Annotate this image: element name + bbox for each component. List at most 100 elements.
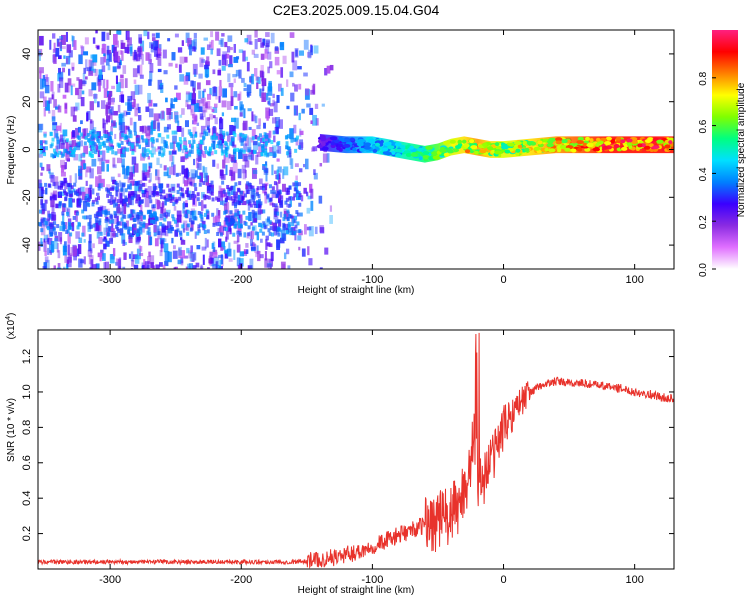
spectrogram-cell bbox=[262, 38, 266, 46]
spectrogram-cell bbox=[121, 188, 125, 197]
spectrogram-cell bbox=[139, 221, 143, 226]
spectrogram-cell bbox=[50, 192, 56, 196]
spectrogram-cell bbox=[62, 244, 67, 253]
spectrogram-cell bbox=[218, 190, 224, 202]
snr-frame bbox=[37, 329, 675, 570]
x-tick: -300 bbox=[99, 30, 121, 286]
spectrogram-cell bbox=[76, 211, 80, 216]
spectrogram-cell bbox=[203, 37, 208, 41]
spectrogram-cell bbox=[126, 147, 130, 152]
spectrogram-cell bbox=[126, 139, 130, 145]
spectrogram-cell bbox=[179, 230, 183, 235]
spectrogram-cell bbox=[225, 131, 229, 136]
spectrogram-cell bbox=[43, 133, 47, 138]
spectrogram-cell bbox=[260, 224, 264, 229]
spectrogram-cell bbox=[141, 224, 145, 229]
ridge-cell bbox=[595, 142, 600, 147]
spectrogram-cell bbox=[104, 130, 109, 139]
spectrogram-cell bbox=[92, 146, 96, 151]
spectrogram-cell bbox=[106, 189, 110, 194]
ridge-cell bbox=[668, 140, 673, 145]
spectrogram-cell bbox=[157, 177, 161, 184]
spectrogram-cell bbox=[137, 65, 140, 74]
spectrogram-cell bbox=[221, 100, 227, 108]
spectrogram-cell bbox=[246, 249, 249, 254]
spectrogram-cell bbox=[141, 182, 145, 187]
spectrogram-cell bbox=[159, 222, 163, 227]
spectrogram-cell bbox=[287, 228, 291, 233]
spectrogram-cell bbox=[164, 211, 168, 218]
spectrogram-cell bbox=[289, 71, 294, 78]
spectrogram-cell bbox=[69, 232, 73, 237]
spectrogram-cell bbox=[75, 102, 80, 111]
spectrogram-cell bbox=[180, 260, 184, 266]
spectrogram-cell bbox=[67, 83, 71, 93]
spectrogram-cell bbox=[275, 228, 279, 233]
spectrogram-cell bbox=[232, 232, 236, 237]
spectrogram-cell bbox=[276, 149, 280, 153]
spectrogram-cell bbox=[310, 120, 313, 125]
spectrogram-cell bbox=[282, 233, 287, 241]
spectrogram-cell bbox=[133, 223, 137, 234]
ridge-cell bbox=[399, 144, 406, 149]
spectrogram-cell bbox=[152, 186, 156, 191]
spectrogram-cell bbox=[321, 103, 325, 107]
spectrogram-cell bbox=[285, 197, 289, 202]
spectrogram-cell bbox=[171, 214, 175, 219]
spectrogram-cell bbox=[52, 227, 56, 232]
spectrogram-cell bbox=[289, 32, 295, 38]
spectrogram-cell bbox=[68, 68, 71, 76]
spectrogram-cell bbox=[219, 259, 222, 265]
spectrogram-cell bbox=[233, 240, 239, 244]
y-tick: 1.2 bbox=[21, 349, 674, 364]
spectrogram-cell bbox=[169, 198, 173, 203]
spectrogram-cell bbox=[212, 159, 216, 167]
spectrogram-cell bbox=[114, 50, 120, 61]
x-tick-label: 0 bbox=[500, 574, 506, 586]
colorbar-label: Normalized spectral amplitude bbox=[736, 82, 747, 217]
spectrogram-cell bbox=[298, 228, 302, 233]
spectrogram-cell bbox=[240, 138, 244, 143]
spectrogram-cell bbox=[122, 266, 126, 269]
spectrogram-cell bbox=[180, 250, 185, 259]
spectrogram-cell bbox=[203, 131, 207, 136]
spectrogram-cell bbox=[295, 135, 299, 140]
spectrogram-cell bbox=[187, 193, 191, 198]
spectrogram-cell bbox=[62, 139, 65, 145]
spectrogram-cell bbox=[199, 211, 203, 216]
spectrogram-cell bbox=[66, 44, 72, 53]
spectrogram-cell bbox=[167, 124, 171, 130]
spectrogram-cell bbox=[122, 165, 125, 175]
spectrogram-cell bbox=[215, 95, 218, 100]
spectrogram-cell bbox=[306, 207, 311, 214]
spectrogram-cell bbox=[140, 210, 143, 222]
spectrogram-cell bbox=[117, 55, 120, 63]
spectrogram-cell bbox=[97, 183, 102, 188]
spectrogram-cell bbox=[218, 238, 222, 248]
spectrogram-cell bbox=[279, 201, 283, 206]
spectrogram-cell bbox=[151, 207, 156, 212]
ridge-cell bbox=[410, 152, 419, 157]
spectrogram-cell bbox=[97, 212, 101, 217]
spectrogram-cell bbox=[58, 150, 62, 155]
spectrogram-cell bbox=[164, 261, 169, 267]
spectrogram-cell bbox=[151, 204, 155, 209]
spectrogram-cell bbox=[46, 239, 49, 244]
spectrogram-cell bbox=[59, 134, 64, 142]
spectrogram-cell bbox=[162, 49, 167, 59]
spectrogram-cell bbox=[292, 60, 298, 71]
spectrogram-cell bbox=[272, 99, 275, 106]
spectrogram-cell bbox=[242, 120, 248, 131]
spectrogram-cell bbox=[172, 250, 178, 259]
spectrogram-cell bbox=[250, 189, 255, 201]
spectrogram-cell bbox=[210, 31, 214, 38]
spectrogram-cell bbox=[86, 166, 92, 173]
spectrogram-cell bbox=[123, 125, 127, 135]
spectrogram-cell bbox=[309, 268, 312, 269]
spectrogram-cell bbox=[77, 221, 81, 226]
spectrogram-cell bbox=[206, 215, 210, 220]
spectrogram-cell bbox=[126, 31, 130, 43]
spectrogram-cell bbox=[85, 59, 88, 69]
spectrogram-cell bbox=[209, 257, 214, 264]
spectrogram-cell bbox=[280, 261, 286, 269]
